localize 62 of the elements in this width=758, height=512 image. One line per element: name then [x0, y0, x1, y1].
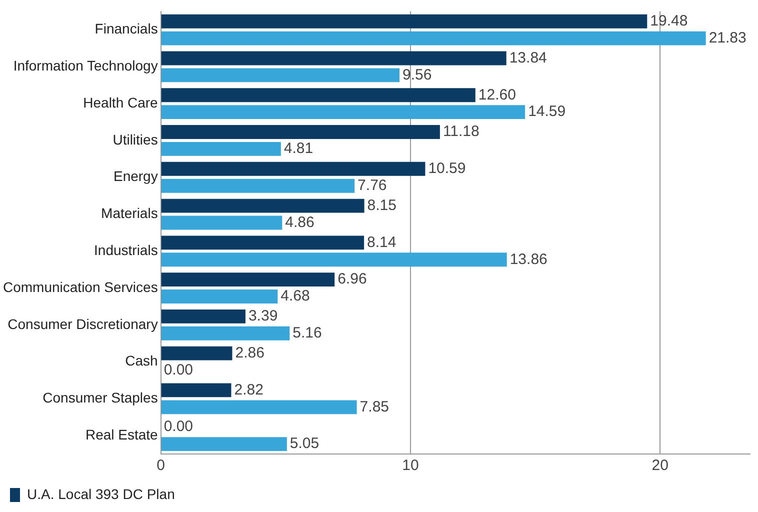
bar [161, 198, 364, 213]
bar [161, 68, 400, 82]
data-label: 0.00 [164, 418, 194, 436]
y-tick-label: Communication Services [2, 278, 158, 295]
y-tick-label: Consumer Discretionary [8, 316, 158, 332]
data-label: 4.86 [285, 214, 314, 231]
data-label: 7.85 [360, 398, 390, 416]
data-label: 11.18 [442, 123, 480, 140]
bar [161, 290, 278, 304]
x-tick-label: 0 [156, 457, 166, 474]
bar [161, 105, 526, 120]
bar [161, 236, 364, 250]
legend-label: U.A. Local 393 DC Plan [27, 486, 175, 502]
data-label: 0.00 [164, 361, 194, 378]
bar [161, 400, 357, 414]
data-label: 12.60 [478, 86, 516, 104]
data-label: 7.76 [358, 177, 387, 194]
data-label: 6.96 [338, 270, 367, 288]
data-label: 8.14 [367, 234, 396, 251]
bar [161, 216, 282, 230]
bar [161, 326, 290, 340]
bar [161, 14, 648, 28]
bar [161, 162, 426, 176]
data-label: 2.82 [234, 381, 264, 398]
data-label: 13.84 [509, 49, 547, 66]
y-tick-label: Utilities [112, 131, 158, 148]
bar [161, 383, 232, 398]
x-tick-label: 10 [402, 457, 419, 474]
data-label: 10.59 [428, 160, 466, 178]
data-label: 5.16 [292, 324, 322, 342]
y-tick-label: Information Technology [13, 58, 158, 74]
data-label: 2.86 [235, 344, 264, 362]
data-label: 4.81 [284, 140, 314, 158]
y-tick-label: Energy [113, 168, 158, 184]
bar [161, 88, 476, 102]
bar [161, 309, 246, 324]
y-tick-label: Industrials [94, 242, 158, 258]
bar [161, 142, 281, 156]
data-label: 14.59 [528, 103, 566, 120]
y-tick-label: Financials [94, 20, 158, 37]
data-label: 21.83 [708, 29, 746, 46]
data-label: 19.48 [650, 12, 688, 30]
data-label: 8.15 [367, 196, 396, 214]
data-label: 5.05 [290, 435, 320, 452]
bar [161, 178, 355, 193]
bar [161, 272, 335, 286]
data-label: 3.39 [248, 308, 278, 325]
bar [161, 252, 507, 267]
bar [161, 31, 706, 46]
y-tick-label: Cash [125, 352, 158, 369]
data-label: 9.56 [402, 66, 432, 84]
y-tick-label: Materials [101, 205, 158, 222]
x-tick-label: 20 [652, 457, 668, 474]
bar [161, 125, 440, 139]
data-label: 13.86 [510, 250, 548, 268]
y-tick-label: Health Care [83, 94, 158, 110]
data-label: 4.68 [280, 288, 310, 305]
bar [161, 346, 232, 360]
bar [161, 437, 287, 451]
y-tick-label: Real Estate [85, 426, 158, 442]
bar [161, 51, 506, 66]
y-tick-label: Consumer Staples [42, 390, 158, 406]
